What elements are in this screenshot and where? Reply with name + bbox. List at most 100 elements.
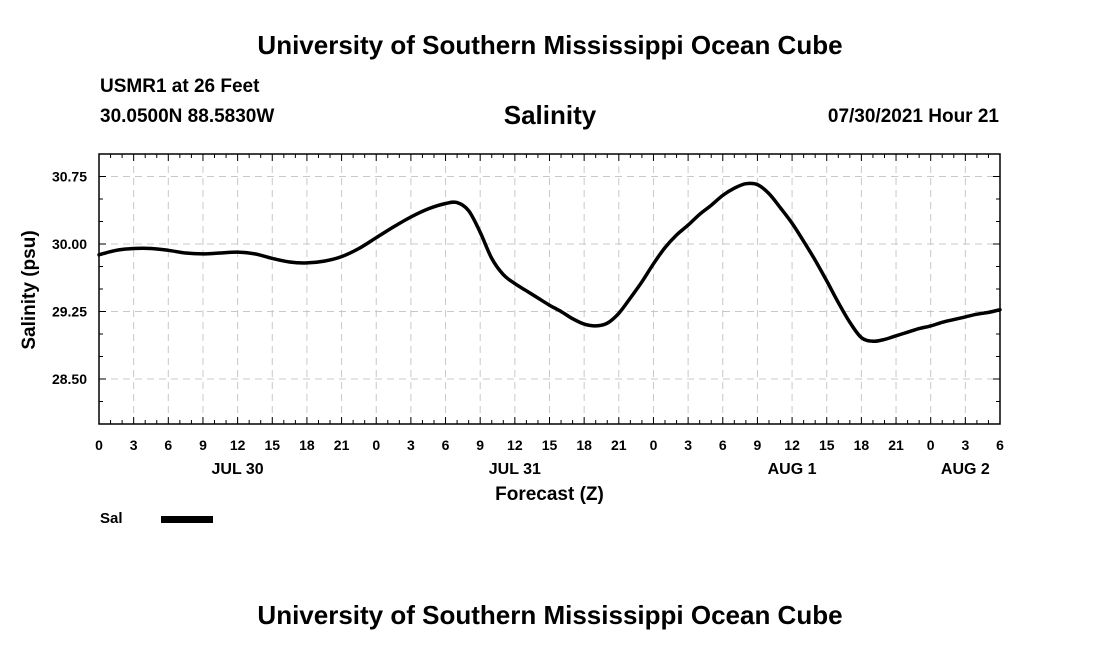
- data-point: [664, 246, 666, 249]
- variable-title: Salinity: [503, 100, 597, 130]
- data-point: [490, 257, 493, 260]
- tick-labels: 0 3 6 9 12 15 18 21 0 3 6 9 12 15 18 21 0 3 6 9 12 15 18 21 0 3 6 2…: [52, 169, 1004, 479]
- x-tick-label: 12: [507, 437, 523, 453]
- data-point: [895, 335, 897, 337]
- x-tick-label: 18: [576, 437, 592, 453]
- data-point: [618, 312, 620, 315]
- footer-title: University of Southern Mississippi Ocean…: [257, 600, 843, 630]
- data-point: [392, 226, 395, 228]
- x-tick-label: 3: [961, 437, 969, 453]
- data-point: [872, 340, 874, 343]
- day-label: AUG 1: [768, 461, 817, 478]
- data-point: [537, 297, 539, 299]
- data-point: [410, 216, 412, 218]
- x-tick-label: 0: [95, 437, 103, 453]
- data-point: [514, 282, 516, 285]
- day-label: AUG 2: [941, 461, 990, 478]
- x-tick-label: 9: [199, 437, 207, 453]
- x-tick-label: 0: [372, 437, 380, 453]
- data-point: [906, 331, 909, 334]
- x-tick-label: 9: [754, 437, 762, 453]
- forecast-datetime: 07/30/2021 Hour 21: [827, 106, 999, 127]
- data-point: [502, 273, 505, 276]
- data-point: [976, 313, 978, 316]
- data-point: [594, 325, 597, 327]
- x-tick-label: 3: [684, 437, 692, 453]
- x-tick-label: 12: [230, 437, 246, 453]
- data-point: [323, 260, 326, 262]
- data-point: [358, 247, 360, 250]
- station-label: USMR1 at 26 Feet: [100, 76, 260, 97]
- data-point: [837, 301, 840, 304]
- data-point: [444, 202, 447, 205]
- x-tick-label: 21: [611, 437, 627, 453]
- x-tick-label: 15: [542, 437, 558, 453]
- y-tick-label: 29.25: [52, 304, 87, 320]
- station-coordinates: 30.0500N 88.5830W: [100, 106, 275, 127]
- plot-frame: [98, 153, 1001, 425]
- data-point: [548, 304, 551, 307]
- y-tick-label: 28.50: [52, 371, 87, 387]
- legend-swatch: [161, 516, 213, 523]
- data-point: [115, 249, 118, 252]
- data-point: [941, 321, 944, 324]
- data-point: [825, 280, 828, 282]
- y-tick-label: 30.00: [52, 236, 87, 252]
- x-tick-label: 21: [888, 437, 904, 453]
- x-tick-label: 12: [784, 437, 800, 453]
- x-tick-label: 3: [130, 437, 138, 453]
- data-point: [479, 231, 481, 234]
- data-point: [167, 249, 170, 252]
- data-point: [710, 204, 713, 207]
- x-tick-label: 18: [854, 437, 870, 453]
- data-point: [652, 263, 655, 265]
- x-tick-label: 6: [719, 437, 727, 453]
- data-point: [525, 290, 528, 292]
- series-layer: [97, 181, 1002, 343]
- x-tick-label: 21: [334, 437, 350, 453]
- data-point: [467, 209, 470, 212]
- data-point: [675, 234, 678, 236]
- x-tick-label: 15: [819, 437, 835, 453]
- data-point: [687, 224, 689, 226]
- data-point: [860, 336, 863, 339]
- data-point: [964, 316, 967, 318]
- x-tick-label: 0: [650, 437, 658, 453]
- data-point: [883, 338, 886, 341]
- data-point: [219, 252, 222, 254]
- x-tick-label: 6: [164, 437, 172, 453]
- data-point: [629, 297, 632, 299]
- data-point: [791, 222, 793, 225]
- data-point: [132, 247, 135, 250]
- data-point: [340, 255, 343, 258]
- data-point: [456, 201, 458, 204]
- data-point: [236, 251, 239, 253]
- x-tick-label: 0: [927, 437, 935, 453]
- x-axis-title: Forecast (Z): [495, 484, 604, 505]
- data-point: [929, 325, 932, 327]
- data-point: [306, 262, 308, 264]
- x-tick-label: 15: [264, 437, 280, 453]
- data-point: [918, 327, 920, 330]
- y-axis-title: Salinity (psu): [19, 230, 40, 349]
- data-point: [745, 182, 747, 185]
- data-point: [583, 323, 585, 325]
- data-point: [427, 208, 430, 210]
- x-tick-label: 3: [407, 437, 415, 453]
- data-point: [987, 311, 990, 314]
- data-point: [952, 318, 955, 321]
- legend-label: Sal: [100, 510, 123, 527]
- data-point: [202, 253, 204, 255]
- x-tick-label: 18: [299, 437, 315, 453]
- data-point: [814, 259, 816, 262]
- data-point: [150, 247, 152, 250]
- data-point: [560, 310, 562, 313]
- data-point: [733, 187, 736, 189]
- data-point: [271, 257, 274, 260]
- chart-title: University of Southern Mississippi Ocean…: [257, 30, 843, 60]
- data-point: [641, 281, 643, 283]
- day-label: JUL 30: [212, 461, 264, 478]
- data-point: [779, 207, 782, 209]
- data-point: [802, 240, 805, 243]
